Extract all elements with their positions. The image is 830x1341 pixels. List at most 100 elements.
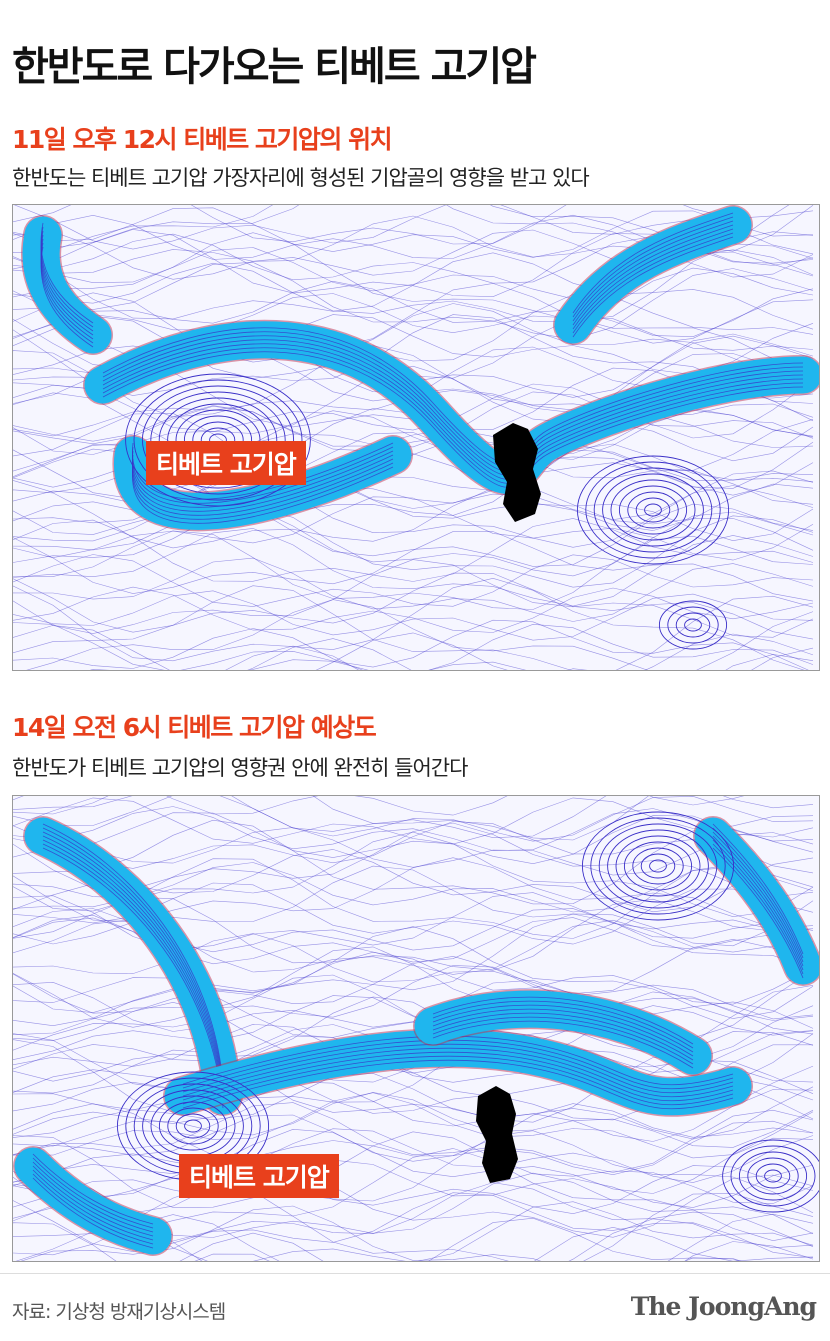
streamline [13, 1072, 814, 1140]
vortex-streamline [133, 379, 303, 501]
streamline [13, 432, 814, 496]
streamline [13, 530, 814, 610]
streamline [13, 506, 814, 577]
joongang-logo: The JoongAng [630, 1292, 817, 1321]
tibetan-high-label: 티베트 고기압 [179, 1154, 339, 1198]
jet-streamline [432, 1000, 694, 1049]
jet-streamline [572, 216, 734, 318]
streamline [13, 797, 814, 845]
streamline [13, 518, 814, 582]
vortex-streamline [585, 461, 721, 559]
vortex-streamline [602, 473, 704, 547]
streamline [89, 668, 588, 670]
streamline [13, 577, 805, 670]
jet-streamline [712, 835, 804, 967]
vortex-streamline [184, 1119, 202, 1133]
streamline [13, 1092, 814, 1159]
streamline [13, 1081, 814, 1142]
jet-streamline [32, 1153, 154, 1225]
panel-1-heading: 11일 오후 12시 티베트 고기압의 위치 [12, 125, 393, 154]
streamline [13, 619, 809, 670]
jet-streamline [182, 1059, 734, 1110]
streamline [13, 232, 814, 322]
jet-streamline [32, 1173, 154, 1245]
vortex-streamline [644, 503, 662, 517]
streamline [13, 572, 814, 640]
korea-peninsula [493, 423, 541, 522]
streamline [13, 1092, 814, 1148]
streamline [13, 865, 814, 947]
map-2-svg [13, 796, 819, 1261]
jet-streamline [432, 996, 694, 1045]
korea-peninsula [476, 1086, 518, 1183]
streamline [13, 951, 814, 1005]
streamline [13, 1159, 814, 1208]
streamline [315, 632, 508, 670]
vortex-streamline [722, 1139, 819, 1213]
page-title: 한반도로 다가오는 티베트 고기압 [12, 44, 537, 90]
vortex-streamline [141, 385, 295, 495]
vortex-streamline [658, 600, 728, 650]
panel-2-heading: 14일 오전 6시 티베트 고기압 예상도 [12, 713, 377, 742]
streamline [13, 1161, 814, 1215]
streamline [13, 965, 814, 1035]
streamline [13, 314, 814, 376]
streamline [13, 933, 814, 995]
jet-streamline [42, 827, 224, 1089]
jet-streamline [32, 1161, 154, 1233]
streamline [13, 857, 814, 929]
jet-streamline [182, 1043, 734, 1094]
streamline [13, 913, 814, 992]
jet-streamline [42, 835, 224, 1097]
streamline [13, 505, 814, 588]
streamline [13, 996, 814, 1083]
jet-streamline [712, 839, 804, 971]
streamline [13, 590, 814, 641]
panel-2-description: 한반도가 티베트 고기압의 영향권 안에 완전히 들어간다 [12, 756, 468, 780]
streamline [13, 280, 814, 338]
vortex-streamline [615, 835, 701, 897]
jet-streamline [132, 458, 394, 516]
streamline [13, 812, 814, 865]
vortex-streamline [747, 1157, 799, 1195]
jet-streamline [132, 454, 394, 512]
streamline-map-1: 티베트 고기압 [12, 204, 820, 671]
jet-streamline [712, 823, 804, 955]
streamline [194, 1253, 742, 1261]
streamline [13, 252, 814, 330]
jet-streamline [32, 1169, 154, 1241]
jet-streamline [42, 839, 224, 1101]
jet-streamline [42, 823, 224, 1085]
jet-streamline [32, 1165, 154, 1237]
source-credit: 자료: 기상청 방재기상시스템 [12, 1301, 226, 1323]
vortex-streamline [618, 485, 688, 535]
jet-streamline [42, 831, 224, 1093]
streamline [13, 882, 814, 945]
streamline [13, 1128, 814, 1194]
streamline [247, 638, 814, 670]
jet-streamline [572, 232, 734, 334]
streamline [13, 207, 814, 258]
vortex-streamline [158, 1101, 228, 1151]
streamline [13, 796, 745, 816]
jet-streamline [432, 1020, 694, 1069]
jet-streamline [132, 450, 394, 508]
streamline [13, 205, 814, 255]
vortex-streamline [667, 606, 719, 644]
vortex-streamline [581, 811, 735, 921]
jet-streamline [182, 1051, 734, 1102]
streamline [13, 806, 814, 851]
vortex-streamline [125, 373, 311, 507]
jet-streamline [432, 1004, 694, 1053]
jet-streamline [432, 1008, 694, 1057]
jet-streamline [432, 1012, 694, 1061]
jet-streamline [32, 1157, 154, 1229]
vortex-streamline [764, 1169, 782, 1183]
streamline [13, 464, 814, 521]
streamline [13, 623, 814, 670]
streamline [13, 1130, 814, 1214]
streamline [13, 205, 814, 245]
streamline [13, 448, 814, 504]
vortex-streamline [598, 823, 718, 909]
streamline [13, 410, 814, 472]
